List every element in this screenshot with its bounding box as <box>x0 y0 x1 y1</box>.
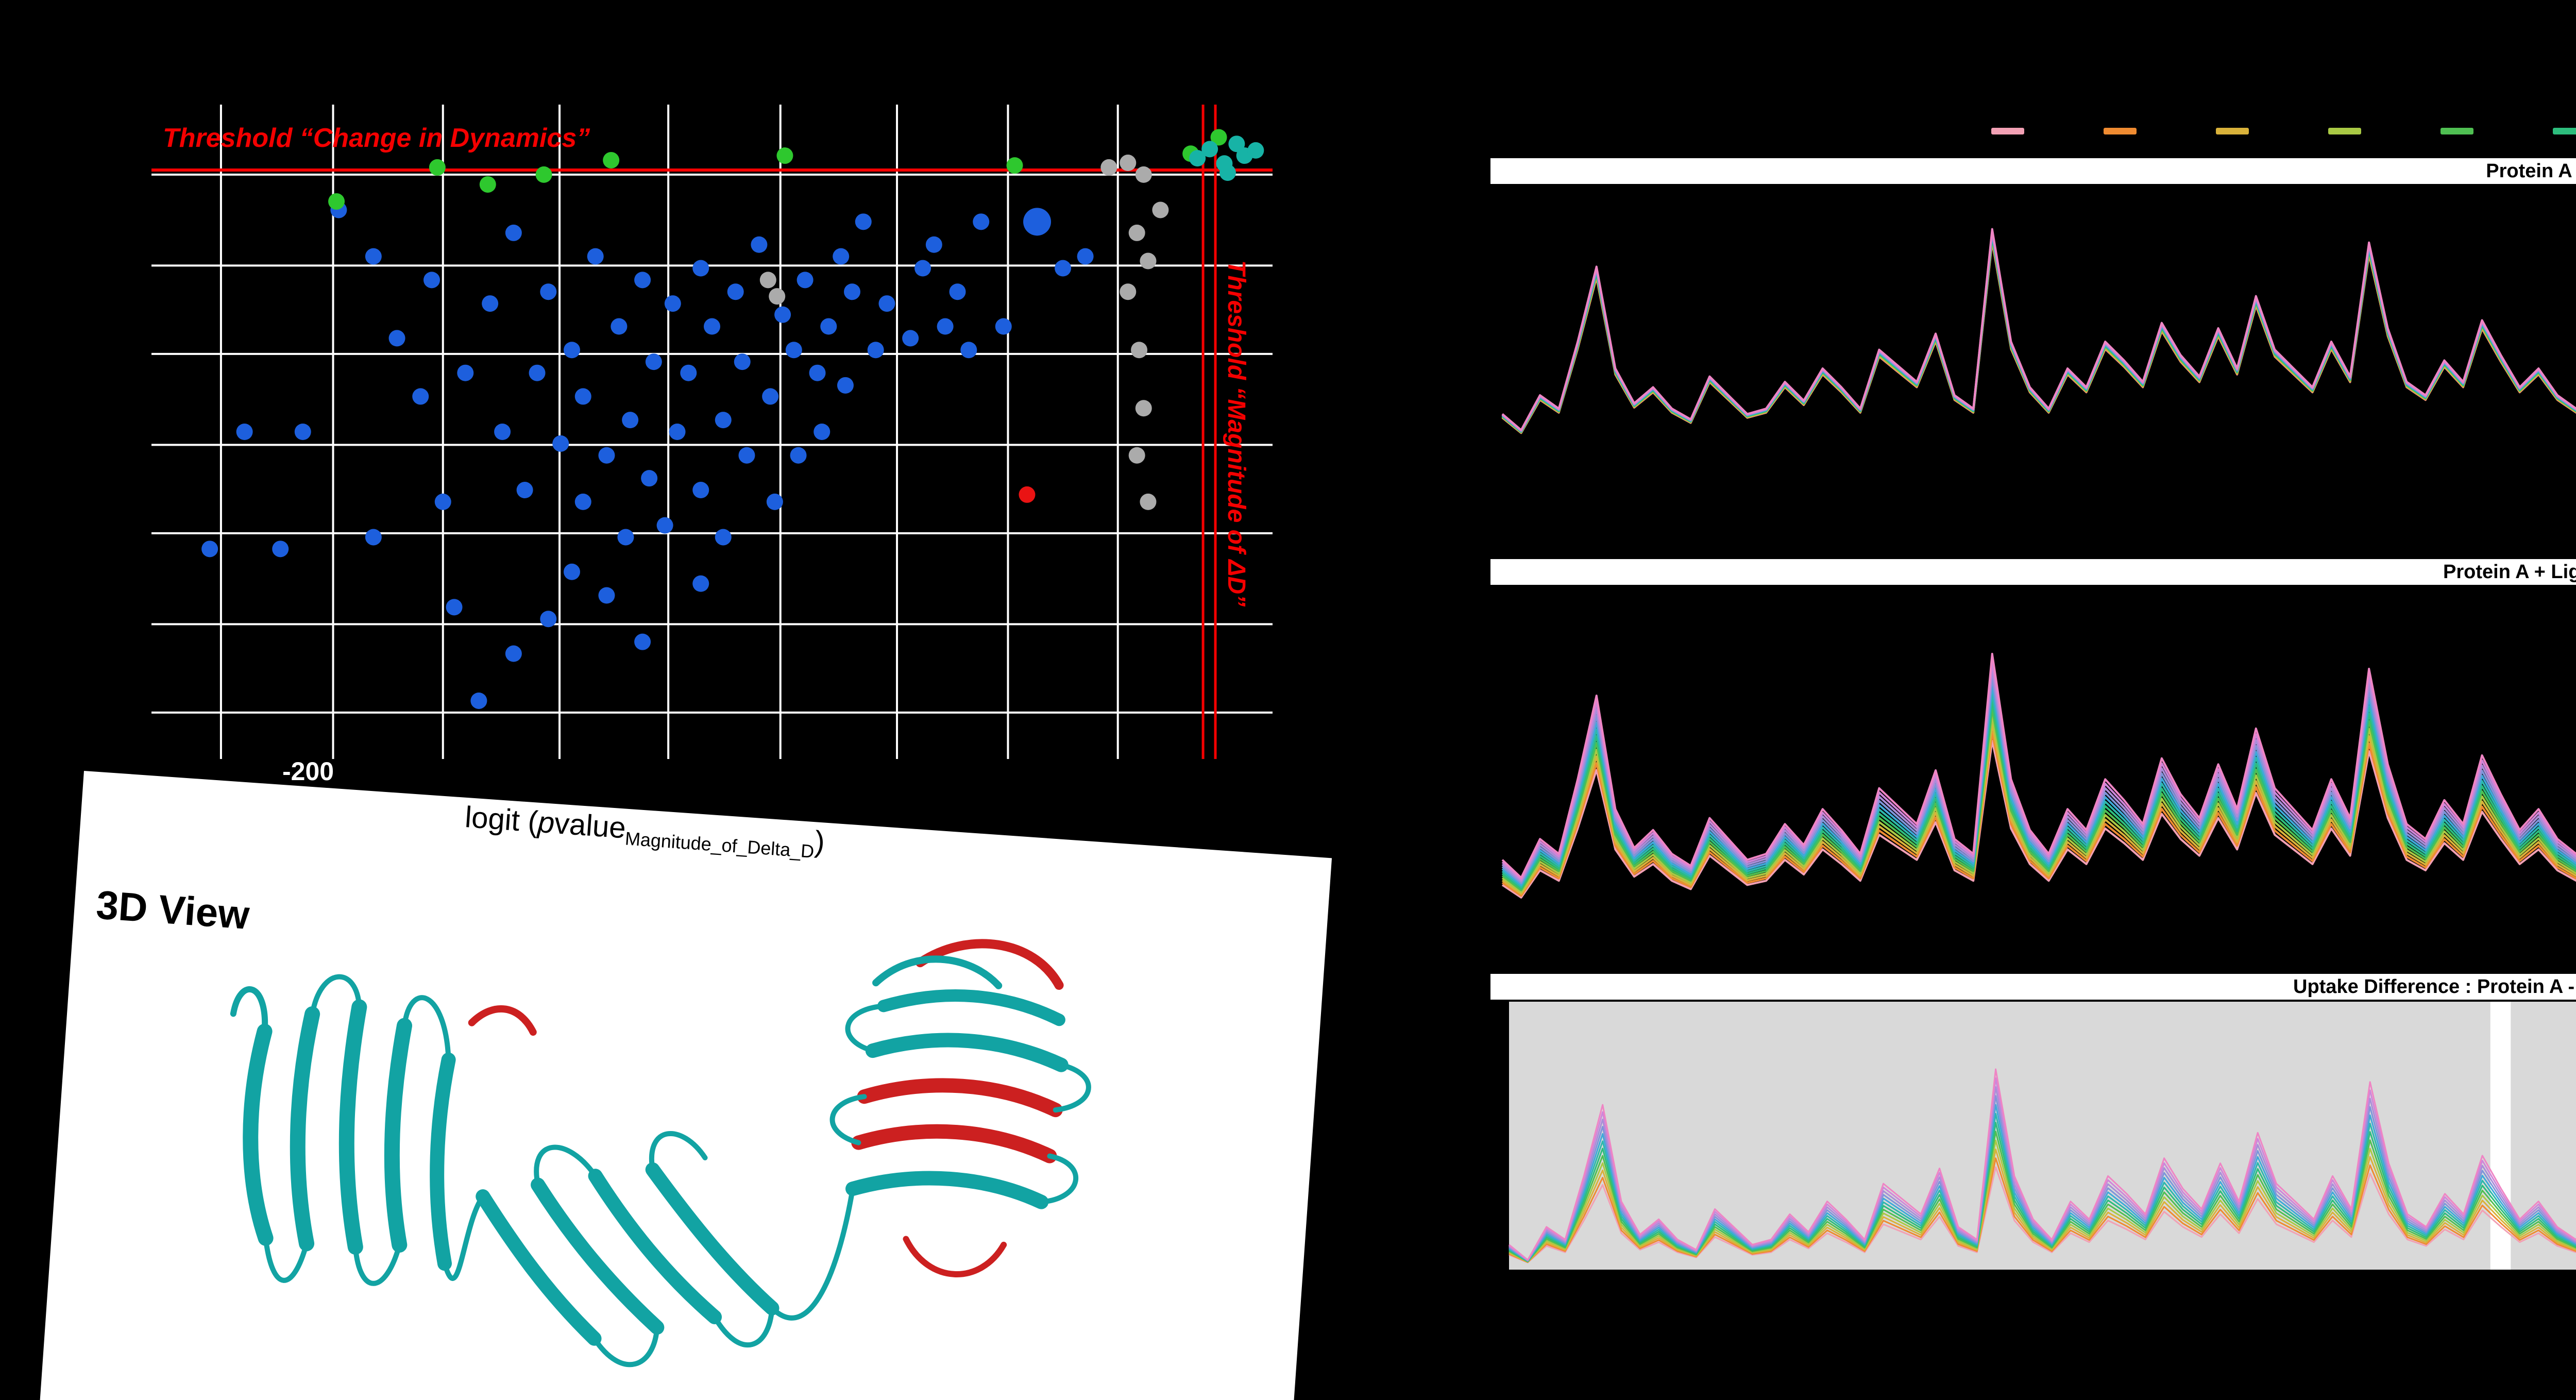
chart-title-uptake-difference: Uptake Difference : Protein A - (Protein… <box>2293 975 2576 998</box>
volcano-plot <box>151 105 1273 759</box>
legend-swatch[interactable] <box>1991 128 2024 134</box>
chart-title-protein-a-ligand: Protein A + Ligand <box>2443 561 2576 583</box>
legend-swatch[interactable] <box>2104 128 2137 134</box>
uptake-chart-b[interactable] <box>1490 585 2576 974</box>
volcano-x-axis-tick: -200 <box>282 757 334 786</box>
legend-swatch[interactable] <box>2328 128 2361 134</box>
legend-swatch[interactable] <box>2441 128 2473 134</box>
threshold-magnitude-label: Threshold “Magnitude of ΔD” <box>1223 260 1250 607</box>
legend-swatch[interactable] <box>2216 128 2249 134</box>
x-axis-label-value: value <box>553 806 627 845</box>
legend-swatch[interactable] <box>2553 128 2576 134</box>
chart-title-protein-a: Protein A <box>2486 160 2572 182</box>
x-axis-label-p: p <box>536 805 556 840</box>
x-axis-label-prefix: logit ( <box>464 800 539 839</box>
panel3-title-bar: Uptake Difference : Protein A - (Protein… <box>1490 974 2576 1000</box>
legend <box>1991 128 2576 136</box>
panel2-title-bar: Protein A + Ligand <box>1490 559 2576 585</box>
panel1-title-bar: Protein A <box>1490 158 2576 184</box>
volcano-canvas[interactable] <box>151 105 1273 759</box>
uptake-diff-chart[interactable] <box>1490 1002 2576 1270</box>
threshold-change-in-dynamics-label: Threshold “Change in Dynamics” <box>163 123 590 153</box>
view3d-panel: 3D View <box>28 771 1332 1400</box>
uptake-chart-a[interactable] <box>1490 184 2576 541</box>
protein-ribbon-viewer[interactable] <box>28 771 1332 1400</box>
